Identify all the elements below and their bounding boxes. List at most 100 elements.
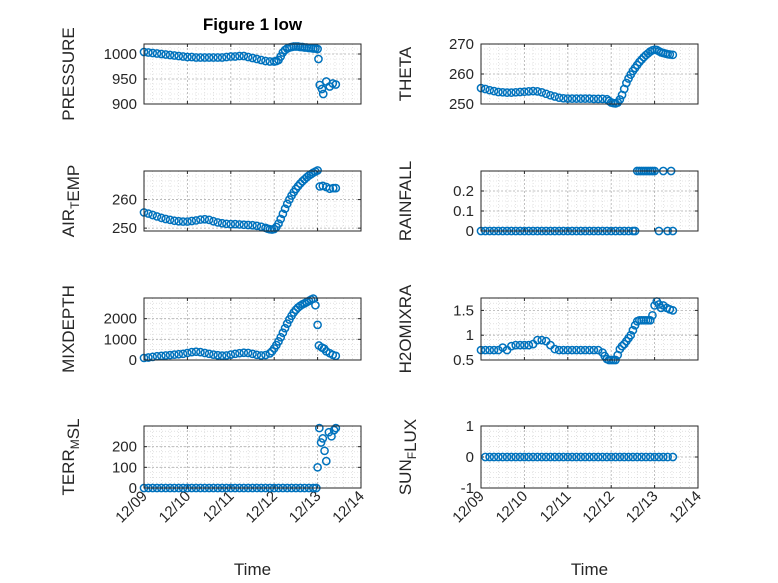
- data-point: [204, 53, 214, 62]
- data-point: [622, 78, 631, 88]
- data-point: [515, 87, 525, 97]
- data-point: [248, 349, 257, 359]
- data-point: [563, 94, 573, 103]
- data-point: [528, 452, 538, 462]
- data-point: [585, 452, 594, 462]
- data-point: [239, 51, 249, 61]
- y-tick-label: 900: [112, 96, 137, 113]
- data-point: [316, 438, 326, 447]
- data-point: [563, 345, 573, 355]
- data-point: [161, 214, 171, 224]
- data-point: [226, 52, 236, 61]
- data-point: [143, 353, 153, 362]
- data-point: [520, 452, 529, 462]
- data-point: [280, 323, 290, 333]
- data-point: [191, 53, 201, 62]
- data-point: [282, 319, 292, 328]
- axes-frame: [143, 170, 362, 232]
- data-point: [550, 92, 560, 101]
- data-point: [563, 452, 573, 462]
- data-point: [157, 351, 166, 361]
- data-point: [256, 351, 266, 360]
- y-tick-label: 250: [112, 220, 137, 237]
- data-point: [143, 209, 153, 218]
- data-point: [528, 86, 538, 96]
- data-point: [230, 349, 240, 359]
- y-tick-label: 270: [449, 36, 474, 53]
- data-point: [576, 452, 586, 462]
- data-point: [637, 452, 646, 462]
- data-point: [668, 452, 678, 462]
- data-point: [252, 54, 262, 64]
- data-point: [243, 220, 253, 230]
- data-point: [174, 216, 184, 226]
- data-point: [196, 53, 205, 62]
- data-point: [331, 183, 341, 193]
- data-point: [611, 452, 620, 462]
- y-axis-label: AIRTEMP: [59, 165, 83, 238]
- data-point: [222, 219, 231, 229]
- data-point: [480, 84, 490, 94]
- axes-frame: [480, 425, 699, 489]
- data-point: [554, 93, 564, 103]
- data-point: [170, 216, 179, 226]
- data-point: [593, 345, 603, 355]
- data-point: [494, 345, 503, 355]
- data-point: [546, 90, 555, 100]
- data-point: [520, 87, 529, 97]
- y-tick-label: 1.5: [453, 302, 474, 319]
- data-point: [580, 452, 590, 462]
- data-point: [252, 221, 262, 231]
- data-point: [593, 94, 603, 104]
- data-point: [533, 87, 542, 96]
- data-point: [293, 181, 303, 191]
- data-point: [615, 95, 625, 104]
- data-point: [313, 44, 322, 54]
- subplot-rainfall: 0 0.1 0.2 RAINFALL: [396, 161, 699, 241]
- data-point: [546, 452, 555, 462]
- data-point: [598, 452, 607, 462]
- data-point: [318, 434, 328, 443]
- data-point: [274, 219, 283, 228]
- data-point: [554, 452, 564, 462]
- data-point: [165, 50, 175, 60]
- data-point: [498, 87, 508, 97]
- data-point: [213, 53, 223, 62]
- data-point: [331, 351, 341, 361]
- data-point: [213, 350, 223, 360]
- data-point: [585, 345, 594, 355]
- data-point: [278, 209, 288, 219]
- data-point: [658, 452, 668, 462]
- data-point: [626, 330, 636, 340]
- data-point: [321, 456, 331, 466]
- y-tick-label: 0.2: [453, 183, 474, 200]
- data-point: [143, 48, 153, 57]
- data-point: [320, 446, 329, 456]
- y-tick-label: 250: [449, 96, 474, 113]
- data-point: [313, 166, 322, 175]
- data-point: [550, 344, 560, 354]
- data-point: [222, 351, 231, 360]
- data-point: [541, 89, 551, 99]
- y-axis-label: TERRMSL: [59, 418, 83, 495]
- axes-frame: [480, 43, 699, 105]
- data-point: [196, 215, 205, 224]
- chart-title: Figure 1 low: [203, 15, 303, 34]
- data-point: [325, 184, 335, 194]
- axes-frame: [480, 297, 699, 361]
- data-point: [191, 347, 201, 357]
- data-point: [278, 328, 288, 338]
- data-point: [511, 87, 521, 97]
- data-point: [243, 348, 253, 358]
- data-point: [507, 88, 516, 97]
- data-point: [520, 340, 529, 350]
- data-point: [183, 217, 192, 226]
- data-point: [187, 52, 197, 62]
- data-point: [261, 56, 270, 66]
- data-point: [494, 452, 503, 462]
- data-point: [567, 345, 577, 355]
- data-point: [183, 52, 192, 62]
- y-axis-label: MIXDEPTH: [59, 285, 78, 373]
